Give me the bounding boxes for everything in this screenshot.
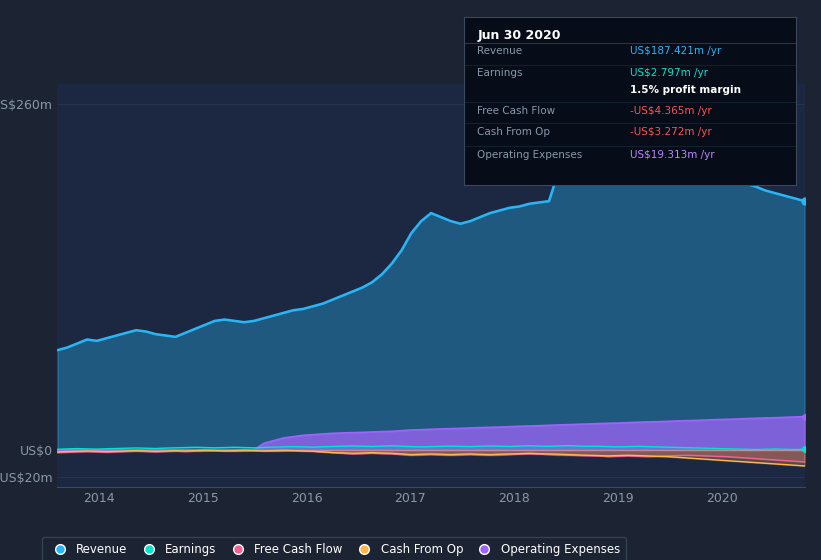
Text: 1.5% profit margin: 1.5% profit margin — [631, 85, 741, 95]
Legend: Revenue, Earnings, Free Cash Flow, Cash From Op, Operating Expenses: Revenue, Earnings, Free Cash Flow, Cash … — [42, 537, 626, 560]
Text: US$187.421m /yr: US$187.421m /yr — [631, 46, 722, 56]
Text: Operating Expenses: Operating Expenses — [477, 150, 582, 160]
Text: -US$4.365m /yr: -US$4.365m /yr — [631, 106, 712, 116]
Text: Jun 30 2020: Jun 30 2020 — [477, 29, 561, 41]
Text: US$19.313m /yr: US$19.313m /yr — [631, 150, 715, 160]
Text: Earnings: Earnings — [477, 68, 523, 78]
Text: US$2.797m /yr: US$2.797m /yr — [631, 68, 709, 78]
Text: Cash From Op: Cash From Op — [477, 127, 550, 137]
Text: Free Cash Flow: Free Cash Flow — [477, 106, 555, 116]
Text: Revenue: Revenue — [477, 46, 522, 56]
Text: -US$3.272m /yr: -US$3.272m /yr — [631, 127, 712, 137]
